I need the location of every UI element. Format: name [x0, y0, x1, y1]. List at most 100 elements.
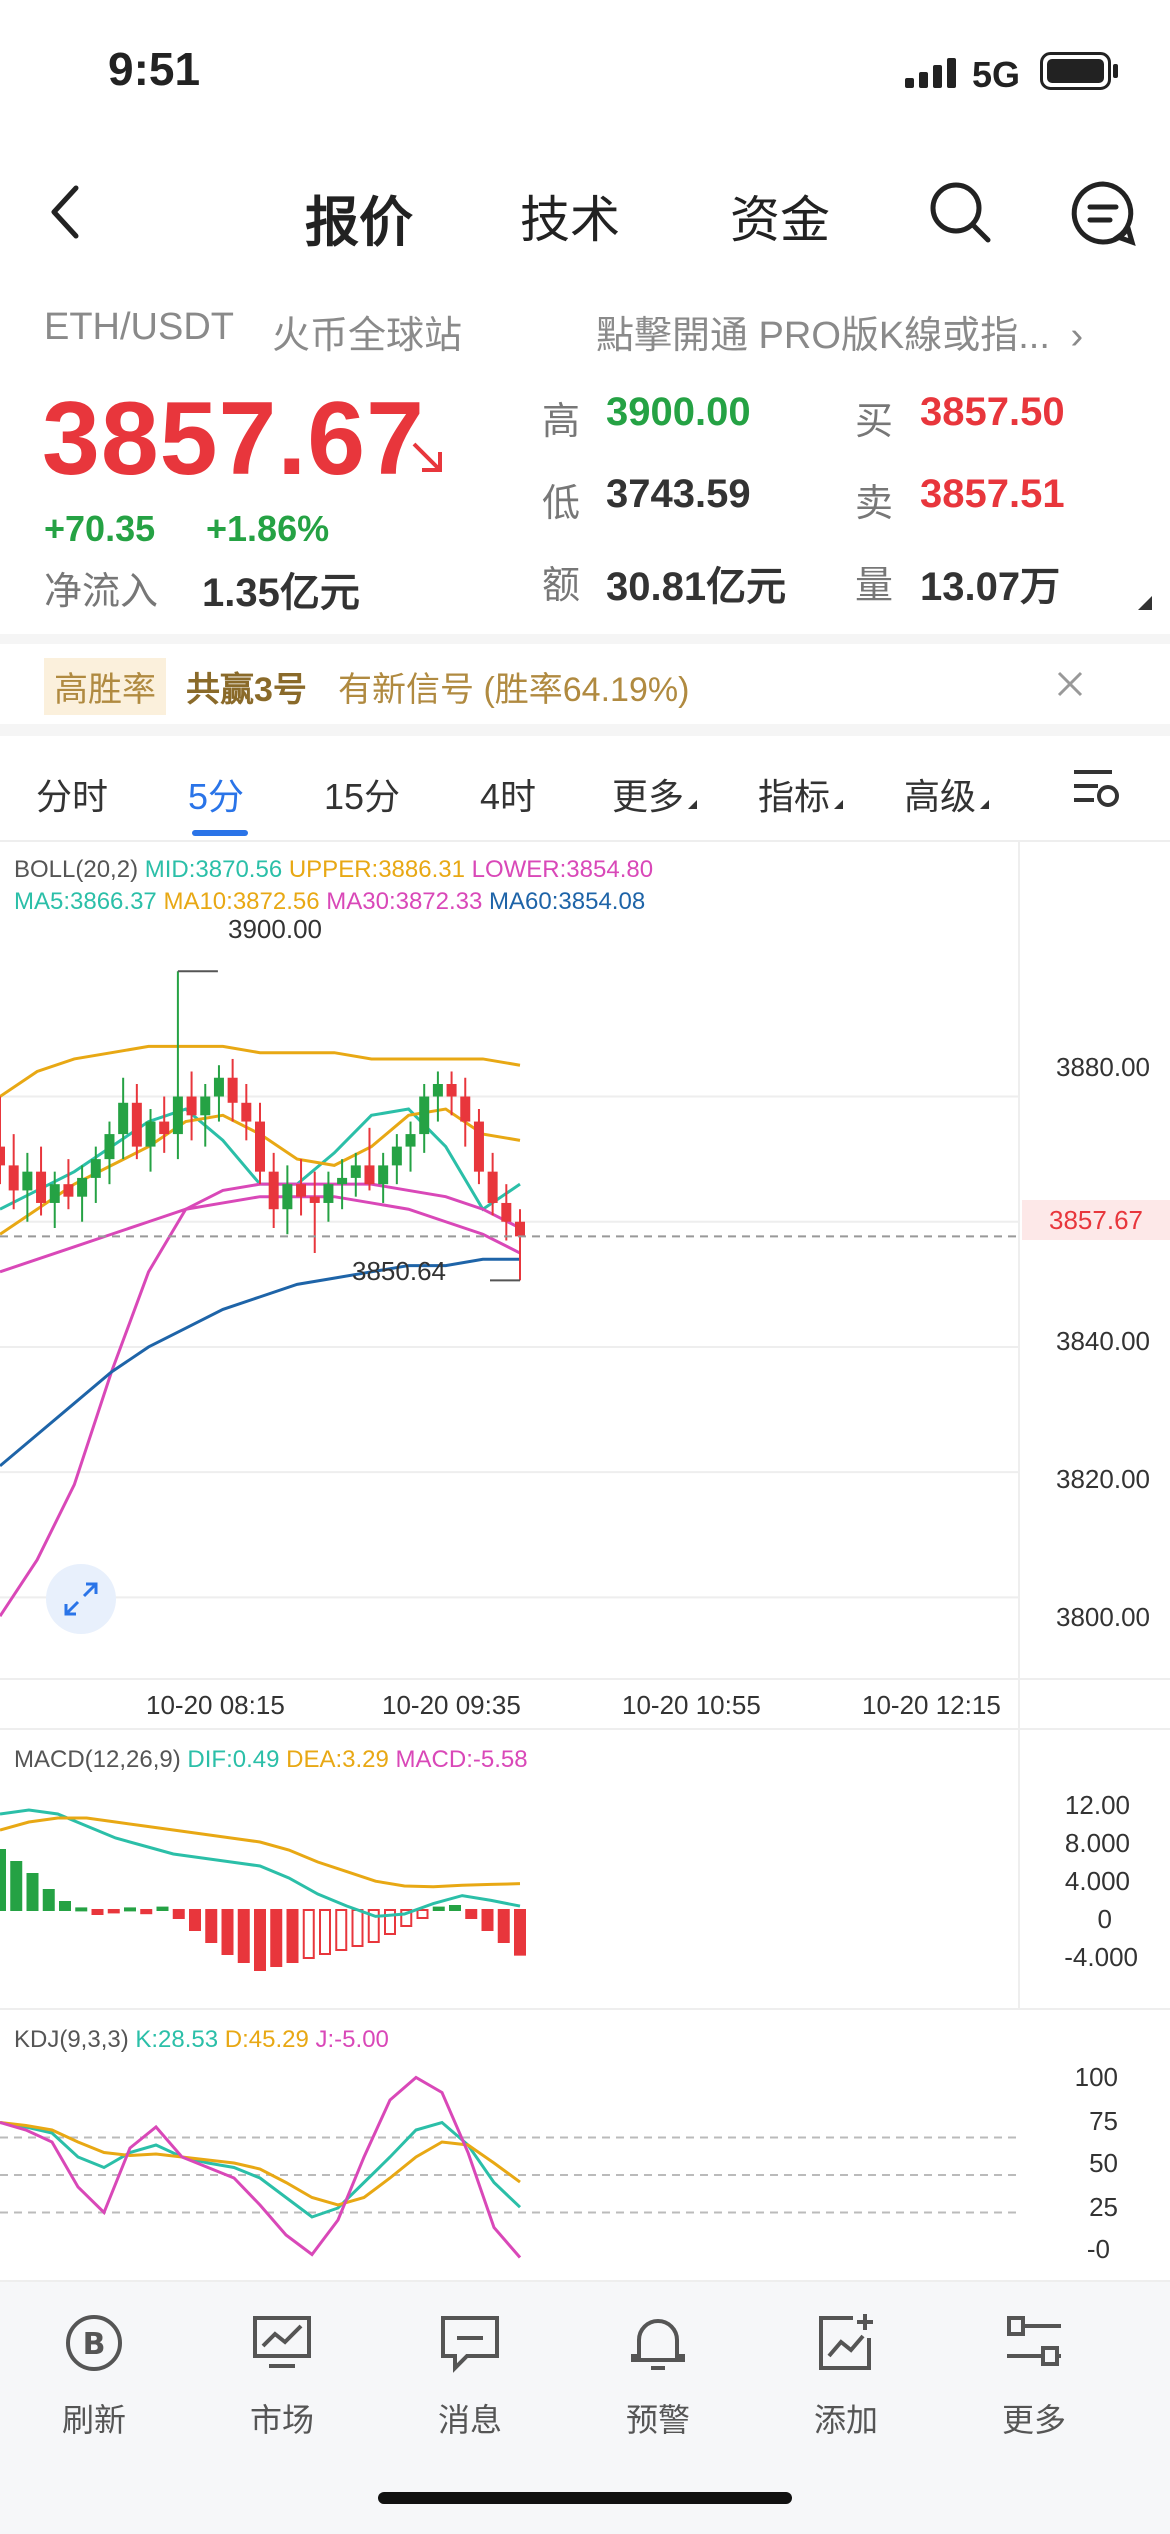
- line-ma60: [0, 1257, 520, 1468]
- macd-bar: [270, 1909, 283, 1967]
- ma5-value: MA5:3866.37: [14, 888, 157, 915]
- close-icon[interactable]: [1056, 670, 1084, 698]
- macd-bar: [302, 1909, 315, 1959]
- nav-alert[interactable]: 预警: [568, 2310, 748, 2441]
- kdj-legend: KDJ(9,3,3) K:28.53 D:45.29 J:-5.00: [14, 2026, 389, 2054]
- expand-chart-icon[interactable]: [46, 1564, 116, 1634]
- netflow-value: 1.35亿元: [202, 571, 360, 615]
- expand-corner-icon[interactable]: [1138, 596, 1152, 610]
- macd-bar: [10, 1861, 23, 1911]
- kdj-d: D:45.29: [224, 2026, 309, 2053]
- status-bar: 9:51 5G: [0, 0, 1170, 140]
- low-value: 3743.59: [606, 472, 751, 516]
- tf-tab-more[interactable]: 更多: [612, 768, 698, 820]
- candle-body: [63, 1184, 74, 1197]
- boll-upper: UPPER:3886.31: [288, 856, 465, 883]
- macd-bar: [221, 1909, 234, 1955]
- kdj-y-tick: 75: [1089, 2106, 1118, 2136]
- buy-label: 买: [855, 401, 894, 443]
- nav-messages[interactable]: 消息: [380, 2310, 560, 2441]
- nav-market[interactable]: 市场: [192, 2310, 372, 2441]
- line-kdj_k: [0, 2120, 522, 2219]
- macd-bar: [254, 1909, 266, 1971]
- chevron-right-icon: ›: [1070, 315, 1084, 357]
- amount-label: 额: [542, 565, 581, 607]
- candle-body: [323, 1184, 334, 1203]
- tf-tab-5m[interactable]: 5分: [188, 776, 245, 817]
- back-icon[interactable]: [48, 182, 84, 242]
- macd-bar: [59, 1901, 71, 1911]
- high-label: 高: [542, 401, 581, 443]
- candle-body: [36, 1171, 47, 1203]
- header: 报价 技术 资金: [0, 140, 1170, 290]
- macd-bar: [172, 1909, 185, 1919]
- line-kdj_j: [0, 2075, 522, 2259]
- pro-promo-link[interactable]: 點擊開通 PRO版K線或指... ›: [596, 304, 1083, 359]
- signal-text: 有新信号 (胜率64.19%): [338, 671, 690, 709]
- tf-tab-4h[interactable]: 4时: [480, 776, 537, 817]
- tf-tab-indicators[interactable]: 指标: [758, 768, 844, 820]
- tf-tab-15m[interactable]: 15分: [324, 776, 401, 817]
- macd-bar: [189, 1909, 201, 1931]
- macd-legend: MACD(12,26,9) DIF:0.49 DEA:3.29 MACD:-5.…: [14, 1746, 528, 1774]
- tabs-divider: [0, 840, 1170, 842]
- candle-body: [186, 1096, 197, 1116]
- tf-active-underline: [192, 830, 248, 836]
- add-chart-icon: [819, 2314, 873, 2370]
- nav-refresh[interactable]: B 刷新: [4, 2310, 184, 2441]
- candle-body: [337, 1177, 348, 1185]
- signal-banner[interactable]: 高胜率 共赢3号 有新信号 (胜率64.19%): [0, 644, 1170, 724]
- line-macd_dif: [0, 1808, 521, 1918]
- kdj-y-tick: 100: [1074, 2062, 1118, 2092]
- ma30-value: MA30:3872.33: [326, 888, 483, 915]
- macd-bar: [416, 1909, 429, 1919]
- price-change: +70.35: [44, 508, 156, 549]
- tf-advanced-label: 高级: [904, 776, 977, 817]
- macd-bar: [465, 1909, 478, 1919]
- line-kdj_d: [0, 2121, 521, 2207]
- ma60-value: MA60:3854.08: [489, 888, 646, 915]
- nav-add[interactable]: 添加: [756, 2310, 936, 2441]
- tf-tab-advanced[interactable]: 高级: [904, 768, 990, 820]
- high-marker-label: 3900.00: [228, 914, 322, 944]
- macd-bar: [319, 1909, 331, 1955]
- boll-mid: MID:3870.56: [144, 856, 283, 883]
- tab-quote[interactable]: 报价: [305, 193, 413, 253]
- chart-settings-icon[interactable]: [1072, 766, 1120, 810]
- tab-technical[interactable]: 技术: [520, 192, 620, 248]
- nav-more[interactable]: 更多: [944, 2310, 1124, 2441]
- macd-divider: [0, 1728, 1170, 1730]
- kdj-chart: [0, 2075, 1020, 2259]
- kdj-y-tick: -0: [1086, 2234, 1110, 2264]
- message-icon[interactable]: [1070, 180, 1136, 246]
- candle-body: [159, 1121, 170, 1135]
- search-icon[interactable]: [928, 180, 994, 246]
- section-gap-2: [0, 724, 1170, 736]
- tf-indicators-label: 指标: [758, 776, 831, 817]
- svg-text:B: B: [83, 2327, 106, 2362]
- signal-badge: 高胜率: [44, 658, 166, 715]
- arrow-down-right-icon: [412, 442, 442, 472]
- kdj-name: KDJ(9,3,3): [14, 2026, 129, 2053]
- macd-chart: [0, 1808, 526, 1971]
- y-tick: 3880.00: [1056, 1052, 1150, 1082]
- home-indicator: [378, 2492, 792, 2504]
- macd-y-tick: 8.000: [1064, 1828, 1130, 1858]
- candle-body: [432, 1084, 443, 1097]
- nav-market-label: 市场: [249, 2402, 314, 2438]
- signal-icon: [905, 58, 956, 88]
- bell-icon: [631, 2319, 685, 2370]
- exchange-name: 火币全球站: [272, 315, 463, 357]
- y-tick: 3820.00: [1056, 1464, 1150, 1494]
- tab-funds[interactable]: 资金: [730, 192, 830, 248]
- low-marker-label: 3850.64: [352, 1256, 446, 1286]
- x-tick: 10-20 08:15: [146, 1690, 285, 1720]
- kdj-y-tick: 25: [1089, 2192, 1118, 2222]
- candlestick-chart[interactable]: [0, 920, 1020, 1680]
- network-label: 5G: [972, 54, 1021, 95]
- macd-bar: [91, 1909, 104, 1915]
- candle-body: [241, 1102, 252, 1122]
- nav-more-label: 更多: [1001, 2402, 1066, 2438]
- tf-tab-intraday[interactable]: 分时: [36, 776, 109, 817]
- candle-body: [296, 1184, 307, 1197]
